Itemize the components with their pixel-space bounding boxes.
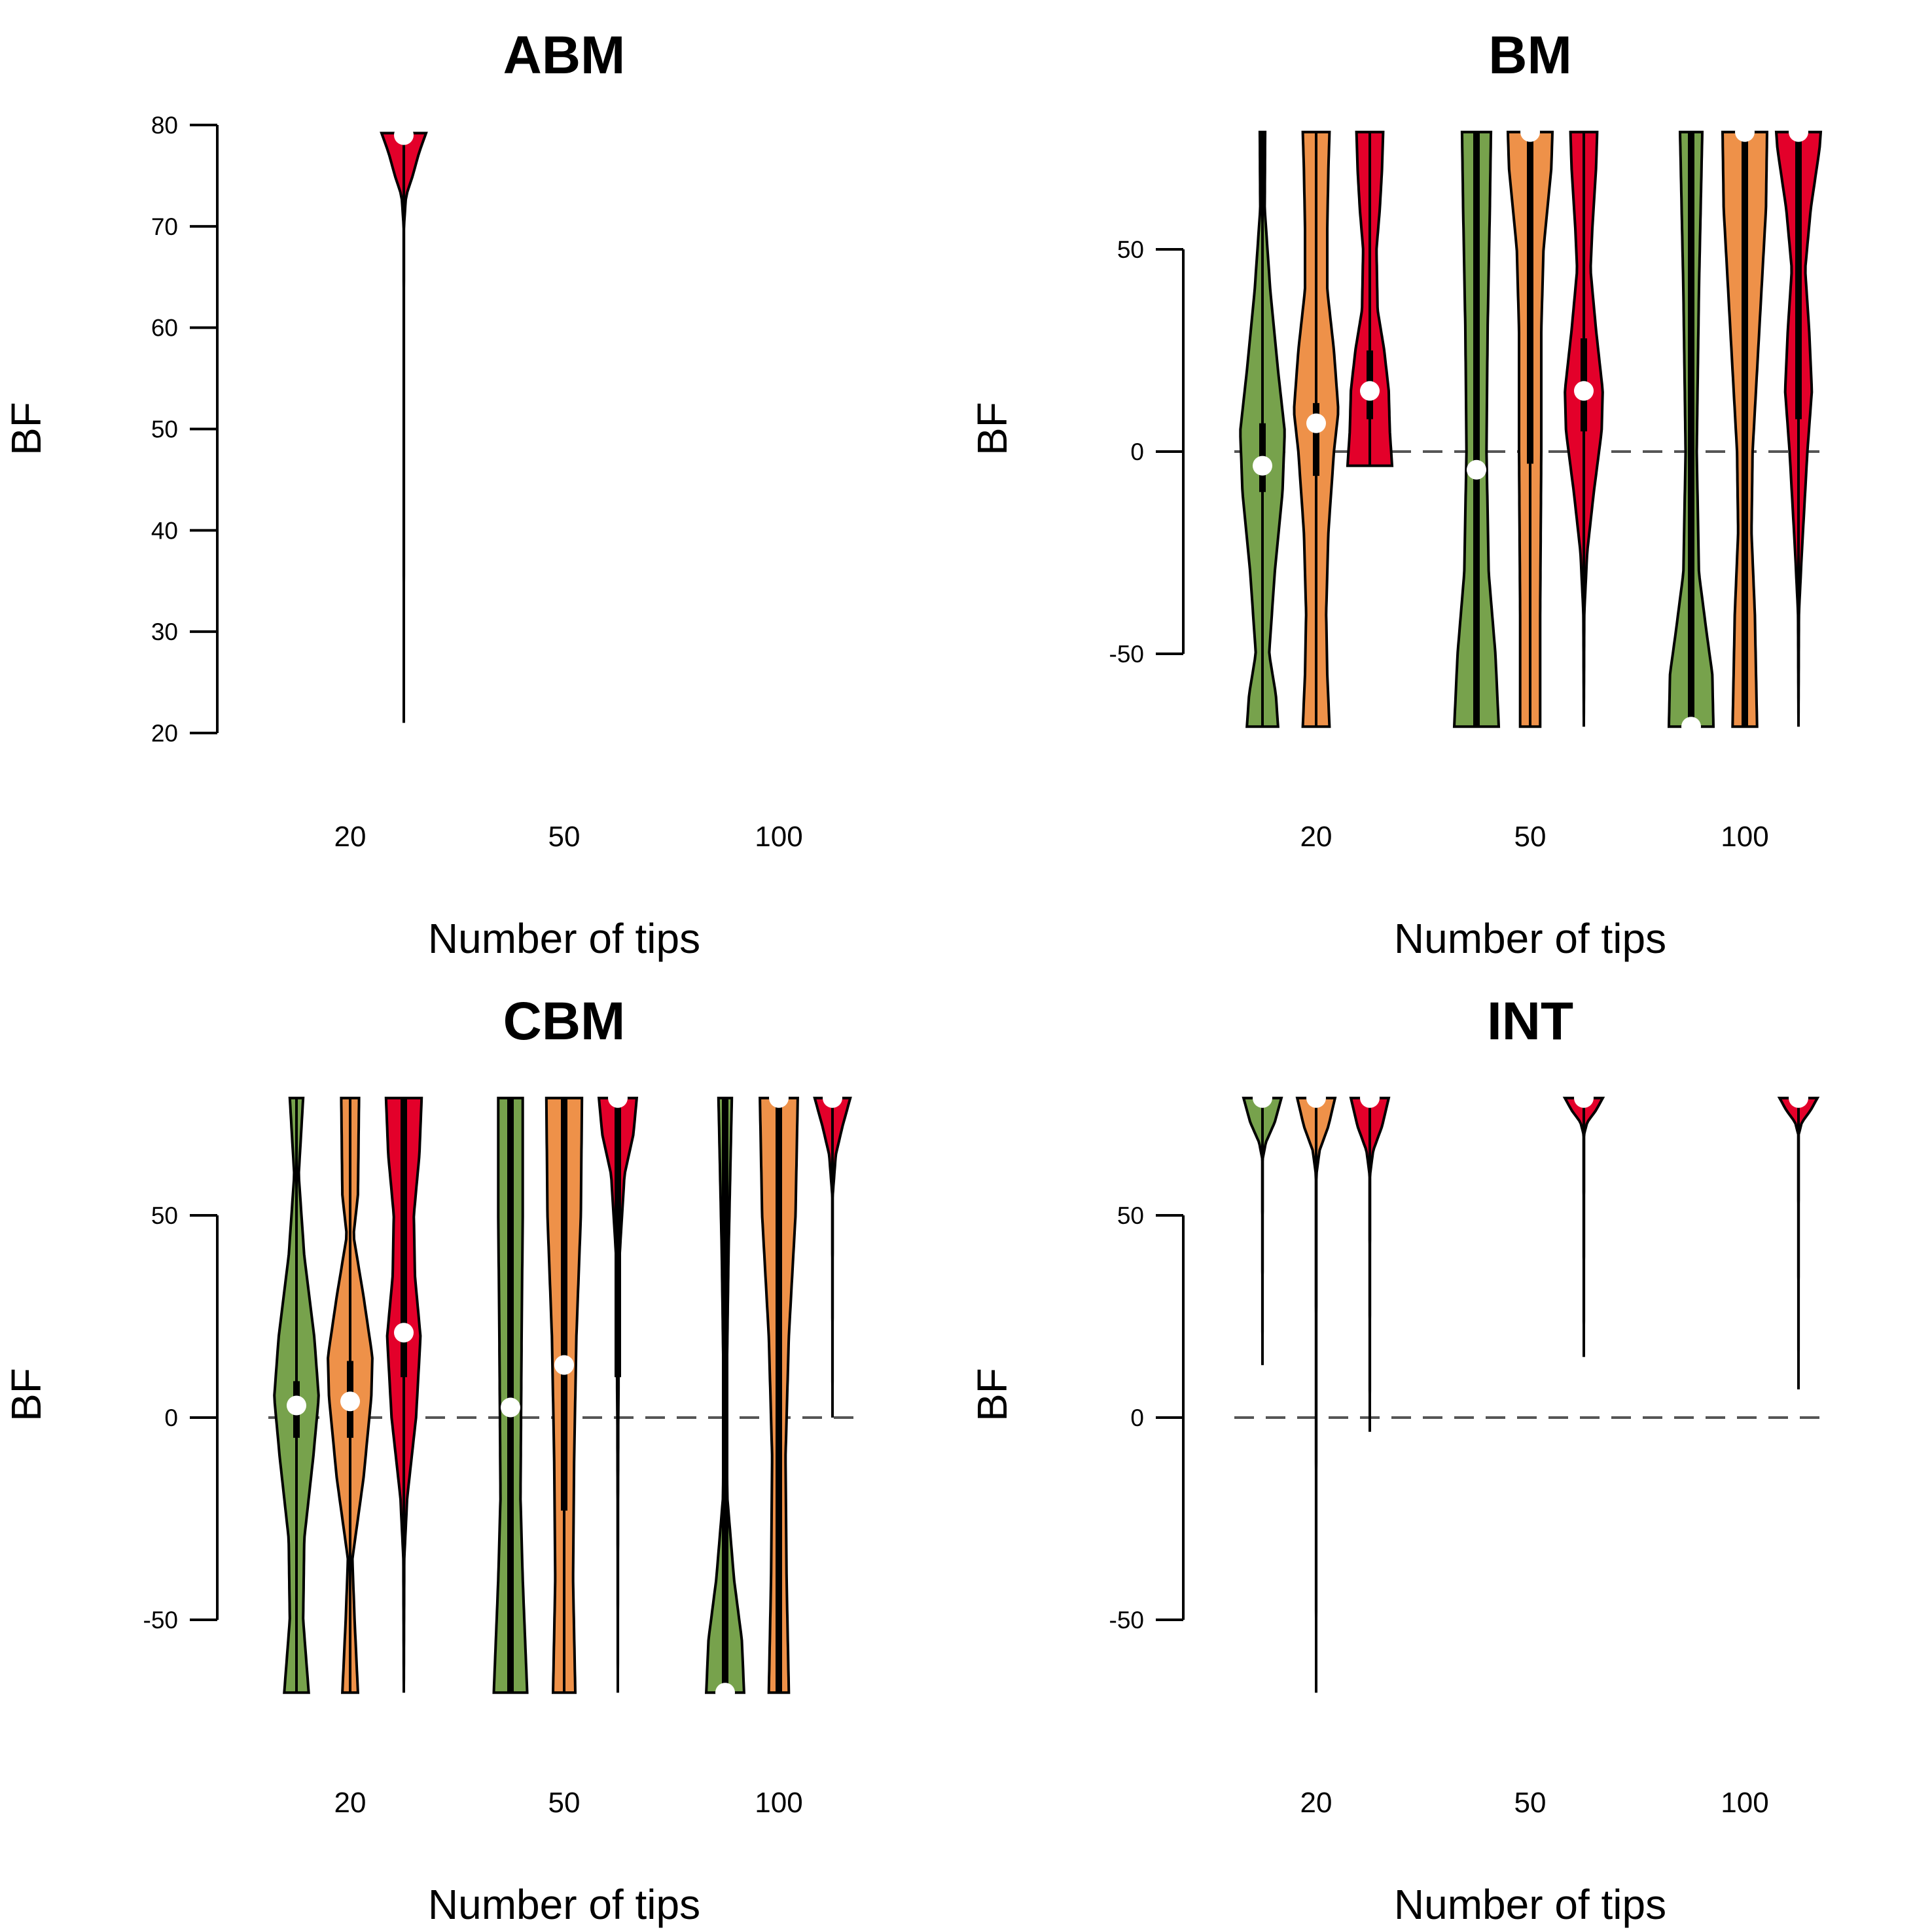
y-tick-label: -50 — [143, 1607, 178, 1634]
median-marker — [769, 1088, 789, 1108]
median-marker — [1360, 1088, 1380, 1108]
y-tick-label: 60 — [151, 315, 178, 342]
median-marker — [823, 1088, 842, 1108]
x-tick-label: 100 — [755, 821, 802, 853]
y-tick-label: -50 — [1109, 641, 1144, 668]
y-axis-label: BF — [3, 402, 50, 456]
y-axis-label: BF — [3, 1368, 50, 1422]
median-marker — [1574, 381, 1594, 401]
y-tick-label: 30 — [151, 618, 178, 645]
median-marker — [394, 1323, 414, 1343]
violin-20-tips_50 — [1293, 130, 1340, 728]
x-axis-label: Number of tips — [1394, 1881, 1666, 1928]
median-marker — [1253, 1088, 1272, 1108]
median-marker — [715, 1683, 735, 1703]
x-tick-label: 100 — [1721, 1787, 1768, 1819]
y-axis-label: BF — [969, 1368, 1016, 1422]
violin-20-tips_20 — [273, 1096, 320, 1694]
y-tick-label: 50 — [151, 1202, 178, 1229]
median-marker — [394, 125, 414, 145]
violin-50-tips_20 — [1452, 130, 1501, 728]
violin-20-tips_20 — [1239, 130, 1286, 728]
median-marker — [1467, 459, 1486, 480]
x-tick-label: 50 — [548, 1787, 581, 1819]
violin-50-tips_100 — [1562, 1088, 1605, 1357]
y-tick-label: 0 — [1130, 1404, 1144, 1431]
x-tick-label: 50 — [1514, 821, 1547, 853]
violin-100-tips_20 — [705, 1096, 745, 1703]
x-tick-label: 20 — [1300, 821, 1333, 853]
panel-title: BM — [1488, 26, 1572, 85]
panel-title: INT — [1487, 992, 1573, 1051]
violin-100-tips_50 — [1721, 122, 1769, 728]
x-tick-label: 100 — [1721, 821, 1768, 853]
x-tick-label: 20 — [1300, 1787, 1333, 1819]
violin-50-tips_100 — [597, 1088, 639, 1693]
y-axis-label: BF — [969, 402, 1016, 456]
violin-20-tips_100 — [1349, 1088, 1391, 1432]
violin-20-tips_50 — [327, 1096, 374, 1694]
violin-50-tips_50 — [545, 1096, 584, 1694]
median-marker — [1574, 1088, 1594, 1108]
median-marker — [340, 1391, 360, 1412]
x-axis-label: Number of tips — [1394, 915, 1666, 962]
y-tick-label: 50 — [1117, 236, 1144, 263]
y-tick-label: 20 — [151, 720, 178, 747]
median-marker — [1789, 1088, 1808, 1108]
median-marker — [1520, 122, 1540, 142]
y-tick-label: 0 — [1130, 438, 1144, 465]
median-marker — [1360, 381, 1380, 401]
y-tick-label: 50 — [151, 416, 178, 443]
median-marker — [1735, 122, 1755, 142]
median-marker — [554, 1355, 574, 1375]
median-marker — [1681, 717, 1701, 737]
violin-20-tips_20 — [1242, 1088, 1283, 1365]
panel-int: INT BF Number of tips -50 0 50 20 50 100 — [969, 992, 1830, 1928]
panel-abm: ABM BF Number of tips 20 30 40 50 60 70 80 20 50 100 — [3, 26, 803, 962]
violin-100-tips_50 — [759, 1088, 799, 1694]
violin-20-tips_50 — [1295, 1088, 1337, 1693]
violin-100-tips_100 — [1777, 1088, 1820, 1389]
median-marker — [287, 1395, 306, 1416]
violin-20-tips_100 — [1346, 130, 1394, 467]
median-marker — [1306, 413, 1326, 433]
violin-100-tips_20 — [1667, 130, 1715, 737]
y-tick-label: 80 — [151, 112, 178, 139]
violin-20-tips_100 — [380, 125, 428, 723]
x-axis-label: Number of tips — [428, 1881, 700, 1928]
y-tick-label: -50 — [1109, 1607, 1144, 1634]
y-tick-label: 50 — [1117, 1202, 1144, 1229]
panel-bm: BM BF Number of tips -50 0 50 20 50 100 — [969, 26, 1830, 962]
violin-50-tips_100 — [1564, 130, 1604, 727]
x-tick-label: 20 — [334, 821, 367, 853]
violin-50-tips_50 — [1506, 122, 1554, 728]
panel-cbm: CBM BF Number of tips -50 0 50 20 50 100 — [3, 992, 864, 1928]
violin-100-tips_100 — [1774, 122, 1823, 727]
y-tick-label: 0 — [164, 1404, 178, 1431]
x-tick-label: 20 — [334, 1787, 367, 1819]
panel-title: CBM — [503, 992, 626, 1051]
median-marker — [1253, 456, 1272, 476]
violin-50-tips_20 — [492, 1096, 529, 1694]
violin-20-tips_100 — [384, 1096, 423, 1693]
x-tick-label: 100 — [755, 1787, 802, 1819]
median-marker — [608, 1088, 628, 1108]
median-marker — [501, 1397, 520, 1418]
y-tick-label: 40 — [151, 517, 178, 544]
x-axis-label: Number of tips — [428, 915, 700, 962]
median-marker — [1789, 122, 1808, 142]
violin-100-tips_100 — [813, 1088, 852, 1418]
y-tick-label: 70 — [151, 213, 178, 240]
median-marker — [1306, 1088, 1326, 1108]
panel-title: ABM — [503, 26, 626, 85]
x-tick-label: 50 — [548, 821, 581, 853]
x-tick-label: 50 — [1514, 1787, 1547, 1819]
